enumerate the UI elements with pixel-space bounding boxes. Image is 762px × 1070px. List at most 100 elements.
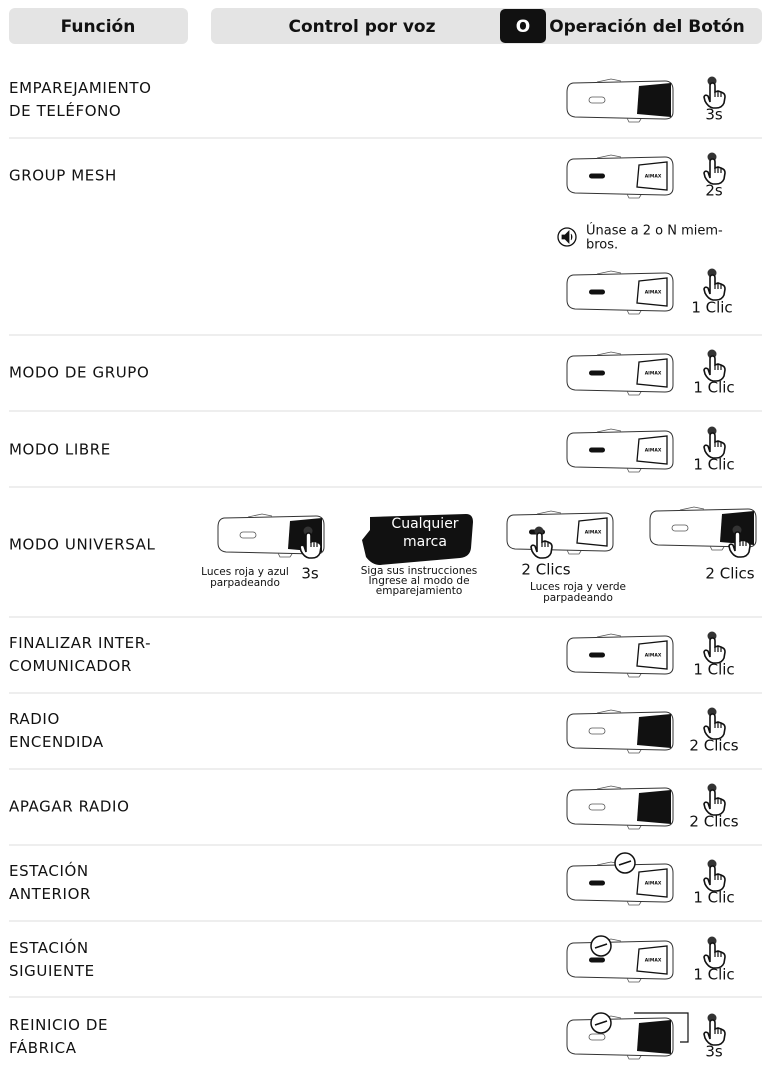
header-button-icon: O — [516, 17, 530, 37]
voice-pill — [214, 715, 230, 731]
voice-pill — [214, 357, 230, 373]
device-logo: AIMAX — [645, 881, 662, 887]
note: bros. — [586, 238, 618, 253]
hand-icon — [703, 859, 726, 892]
hand-icon — [703, 707, 726, 740]
hand-icon — [728, 525, 751, 558]
device-logo: AIMAX — [645, 371, 662, 377]
voice-command: Hi Max, turn off the radio — [230, 797, 462, 818]
hand-icon — [703, 936, 726, 969]
step-caption: Ingrese al modo de — [368, 575, 469, 587]
brand-label: marca — [403, 534, 447, 550]
voice-pill — [214, 160, 230, 176]
hand-lines — [310, 541, 318, 547]
step-action: 2 Clics — [521, 561, 570, 579]
hand-lines — [714, 283, 722, 289]
step-caption: Siga sus instrucciones — [361, 565, 478, 577]
device: AIMAX — [566, 428, 674, 473]
device — [566, 785, 674, 830]
device-logo: AIMAX — [585, 530, 602, 536]
function-label: EMPAREJAMIENTO — [9, 79, 152, 97]
voice-command: Hi Max, end intercom — [230, 645, 428, 666]
action-label: 2 Clics — [689, 737, 738, 755]
minus-sign — [594, 1020, 608, 1026]
hand-icon — [703, 268, 726, 301]
other-brand — [362, 514, 473, 565]
hand-lines — [541, 541, 549, 547]
device-panel — [637, 1020, 671, 1054]
voice-command: Hi Max, next station — [230, 950, 415, 971]
function-label: COMUNICADOR — [9, 657, 132, 675]
device — [566, 709, 674, 754]
device-panel — [636, 277, 668, 307]
button-icon-box — [500, 9, 546, 43]
device-tabs — [596, 428, 642, 473]
device-led — [589, 173, 605, 179]
device: AIMAX — [506, 510, 614, 555]
device-tabs — [536, 510, 582, 555]
device — [566, 78, 674, 123]
device-logo: AIMAX — [645, 290, 662, 296]
function-label: FINALIZAR INTER- — [9, 634, 151, 652]
device-panel — [636, 868, 668, 898]
action-label: 1 Clic — [691, 299, 732, 317]
device: AIMAX — [566, 270, 674, 315]
device-slot — [588, 96, 606, 104]
function-label: ESTACIÓN — [9, 938, 89, 957]
step-caption: Luces roja y verde — [530, 581, 626, 593]
hand-icon — [530, 526, 553, 559]
voice-pill — [214, 867, 230, 883]
action-label: 3s — [705, 1043, 723, 1061]
hand-lines — [714, 722, 722, 728]
device-panel — [636, 161, 668, 191]
device-tabs — [679, 506, 725, 551]
hand-icon — [703, 426, 726, 459]
action-label: 1 Clic — [693, 966, 734, 984]
device-panel — [636, 640, 668, 670]
hand-icon — [703, 76, 726, 109]
step-caption: Luces roja y azul — [201, 566, 289, 578]
device-logo: AIMAX — [645, 653, 662, 659]
function-label: DE TELÉFONO — [9, 101, 121, 120]
device-panel — [637, 790, 671, 824]
action-label: 1 Clic — [693, 889, 734, 907]
voice-pill — [214, 639, 230, 655]
hand-lines — [714, 167, 722, 173]
action-label: 1 Clic — [693, 379, 734, 397]
voice-command: Hi Max, phone pairing — [230, 90, 433, 111]
header-cell — [9, 8, 188, 44]
device-panel — [637, 83, 671, 117]
voice-pill — [214, 791, 230, 807]
function-label: ESTACIÓN — [9, 861, 89, 880]
device-led — [589, 652, 605, 658]
function-label: RADIO — [9, 710, 60, 728]
device-slot — [671, 524, 689, 532]
action-label: 2s — [705, 182, 723, 200]
hand-lines — [714, 951, 722, 957]
device-led — [589, 289, 605, 295]
device-logo: AIMAX — [645, 958, 662, 964]
hand-lines — [714, 798, 722, 804]
header-voice: Control por voz — [289, 17, 436, 37]
hand-lines — [739, 540, 747, 546]
function-label: FÁBRICA — [9, 1038, 77, 1057]
device-tabs — [596, 633, 642, 678]
device-led — [589, 447, 605, 453]
hand-icon — [703, 631, 726, 664]
device: AIMAX — [566, 633, 674, 678]
device-led — [589, 370, 605, 376]
voice-pill — [214, 944, 230, 960]
device-logo: AIMAX — [645, 448, 662, 454]
function-label: MODO DE GRUPO — [9, 364, 149, 382]
device-slot — [239, 531, 257, 539]
voice-command: Hi Max, previous station — [230, 873, 454, 894]
device-panel — [636, 945, 668, 975]
hand-lines — [714, 91, 722, 97]
step-action: 2 Clics — [705, 565, 754, 583]
hand-lines — [714, 441, 722, 447]
header-button: Operación del Botón — [549, 17, 745, 37]
action-label: 3s — [705, 106, 723, 124]
hand-lines — [714, 646, 722, 652]
device: AIMAX — [566, 351, 674, 396]
device-tabs — [596, 709, 642, 754]
